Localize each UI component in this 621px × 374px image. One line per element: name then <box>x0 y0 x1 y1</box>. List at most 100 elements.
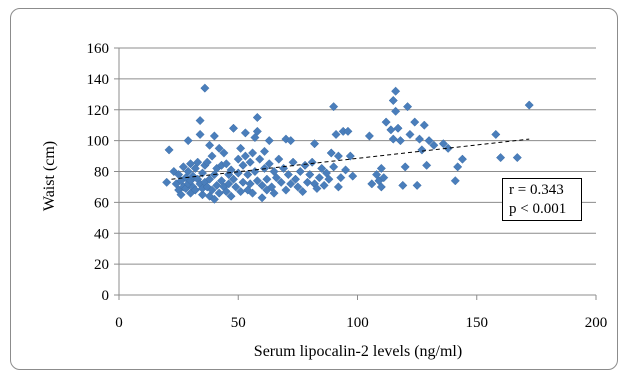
x-tick-label: 150 <box>466 315 489 331</box>
data-point <box>274 154 284 164</box>
data-point <box>252 126 262 136</box>
data-point <box>193 157 203 167</box>
data-point <box>205 140 215 150</box>
data-point <box>412 180 422 190</box>
data-point <box>491 129 501 140</box>
data-point <box>398 180 408 190</box>
y-axis-title: Waist (cm) <box>41 141 58 211</box>
data-point <box>336 173 346 183</box>
data-point <box>438 139 448 149</box>
data-point <box>205 174 215 184</box>
data-point <box>367 179 377 189</box>
data-point <box>364 131 374 141</box>
data-point <box>224 179 234 189</box>
data-point <box>221 159 231 169</box>
data-point <box>422 160 432 170</box>
data-point <box>257 180 267 190</box>
p-value: p < 0.001 <box>509 201 567 217</box>
correlation-stats-box: r = 0.343 p < 0.001 <box>502 178 582 221</box>
data-point <box>209 131 219 141</box>
data-point <box>281 185 291 195</box>
data-point <box>212 180 222 190</box>
y-tick-label: 140 <box>87 72 110 88</box>
data-point <box>226 191 236 201</box>
data-point <box>255 154 265 164</box>
data-point <box>207 185 217 195</box>
data-point <box>345 151 355 161</box>
y-tick-label: 100 <box>87 134 110 150</box>
data-point <box>333 182 343 192</box>
data-point <box>391 86 401 96</box>
data-point <box>324 174 334 184</box>
data-point <box>319 180 329 190</box>
y-tick-label: 60 <box>94 195 109 211</box>
data-point <box>219 148 229 158</box>
data-point <box>424 136 434 146</box>
correlation-r: r = 0.343 <box>509 182 564 198</box>
data-point <box>403 102 413 112</box>
data-point <box>290 174 301 184</box>
y-tick-label: 40 <box>94 226 109 242</box>
data-point <box>262 174 272 184</box>
data-point <box>197 168 208 178</box>
data-point <box>524 100 534 110</box>
data-point <box>388 95 398 106</box>
data-point <box>298 187 308 197</box>
data-point <box>202 182 212 192</box>
data-point <box>300 160 310 170</box>
data-point <box>453 162 463 172</box>
data-point <box>195 129 205 140</box>
data-point <box>271 173 281 183</box>
data-point <box>240 151 250 161</box>
data-points <box>162 83 534 204</box>
data-point <box>228 174 239 184</box>
data-point <box>207 151 217 161</box>
tick-labels: 0 20 40 60 80 100 120 140 160 0 50 100 150 200 <box>87 41 608 331</box>
x-tick-label: 0 <box>115 315 123 331</box>
data-point <box>314 173 324 183</box>
data-point <box>176 190 186 200</box>
data-point <box>326 148 336 158</box>
data-point <box>226 165 236 175</box>
y-tick-label: 160 <box>87 41 110 57</box>
data-point <box>202 157 212 167</box>
y-tick-label: 0 <box>102 288 110 304</box>
data-point <box>283 170 293 180</box>
data-point <box>381 117 391 127</box>
x-tick-label: 200 <box>585 315 608 331</box>
data-point <box>236 143 246 153</box>
data-point <box>288 157 298 167</box>
data-point <box>329 102 339 112</box>
data-point <box>286 136 296 146</box>
data-point <box>269 188 279 198</box>
data-point <box>376 182 386 192</box>
data-point <box>331 129 341 140</box>
data-point <box>302 177 312 187</box>
data-point <box>391 106 401 116</box>
data-point <box>248 148 258 158</box>
data-point <box>164 145 174 155</box>
trendline <box>171 138 530 180</box>
data-point <box>228 123 239 133</box>
data-point <box>305 170 315 180</box>
data-point <box>417 145 427 155</box>
data-point <box>245 179 255 189</box>
data-point <box>429 140 439 150</box>
x-axis-title: Serum lipocalin-2 levels (ng/ml) <box>254 343 462 360</box>
data-point <box>231 182 241 192</box>
data-point <box>162 177 172 187</box>
data-point <box>419 120 429 130</box>
data-point <box>276 177 286 187</box>
data-point <box>414 134 425 144</box>
data-point <box>348 171 358 181</box>
data-point <box>259 146 270 156</box>
y-tick-label: 80 <box>94 165 109 181</box>
data-point <box>443 143 453 153</box>
data-point <box>317 163 327 173</box>
x-tick-label: 50 <box>231 315 246 331</box>
data-point <box>310 139 320 149</box>
data-point <box>295 166 305 177</box>
data-point <box>221 187 231 197</box>
data-point <box>400 162 410 172</box>
